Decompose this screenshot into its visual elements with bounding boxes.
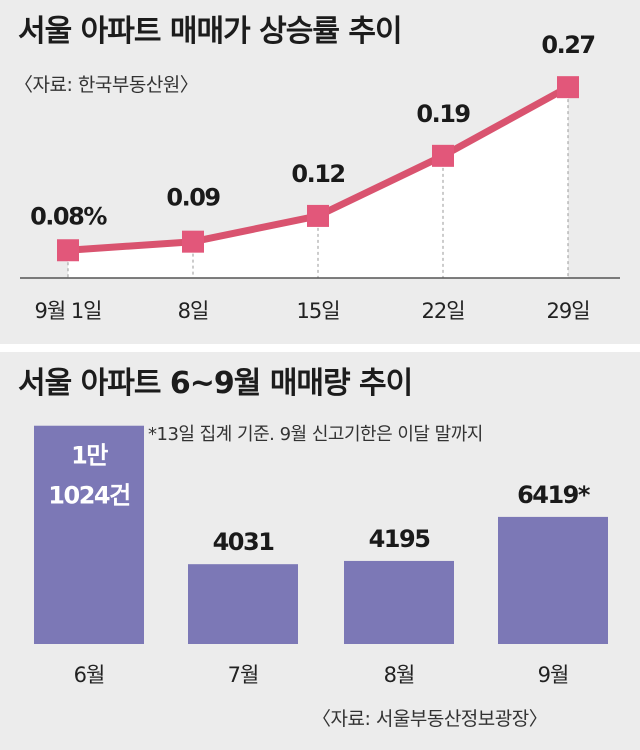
price-x-tick-label: 22일 xyxy=(421,299,464,323)
price-data-label: 0.09 xyxy=(166,184,220,212)
volume-x-tick-label: 8월 xyxy=(384,663,415,687)
volume-x-tick-label: 7월 xyxy=(228,663,259,687)
price-point-marker xyxy=(307,204,329,227)
volume-chart-title: 서울 아파트 6~9월 매매량 추이 xyxy=(18,366,413,401)
price-chart-source: 〈자료: 한국부동산원〉 xyxy=(14,74,199,96)
price-point-marker xyxy=(182,230,204,253)
price-change-panel: 서울 아파트 매매가 상승률 추이 〈자료: 한국부동산원〉 0.08% 0.09… xyxy=(0,0,640,344)
price-x-tick-label: 15일 xyxy=(296,299,339,323)
volume-bar xyxy=(34,425,144,644)
price-x-tick-label: 9월 1일 xyxy=(34,299,101,323)
volume-chart-note: *13일 집계 기준. 9월 신고기한은 이달 말까지 xyxy=(148,424,483,445)
volume-data-label: 4031 xyxy=(213,528,275,556)
price-data-label: 0.19 xyxy=(416,100,470,128)
price-data-label: 0.08% xyxy=(30,202,107,230)
price-data-label: 0.12 xyxy=(291,160,344,188)
volume-chart-source: 〈자료: 서울부동산정보광장〉 xyxy=(312,708,548,730)
volume-bar xyxy=(498,516,608,644)
price-x-tick-label: 29일 xyxy=(546,299,589,323)
volume-bar-chart: 1만 1024건 6월 4031 7월 4195 8월 6419* 9월 xyxy=(34,425,608,687)
volume-data-label: 4195 xyxy=(369,525,431,553)
price-chart-title: 서울 아파트 매매가 상승률 추이 xyxy=(18,14,403,49)
price-data-label: 0.27 xyxy=(541,31,594,59)
volume-data-label: 1만 xyxy=(71,442,108,470)
volume-data-label: 6419* xyxy=(517,481,591,509)
price-point-marker xyxy=(557,76,579,99)
volume-x-tick-label: 9월 xyxy=(538,663,569,687)
volume-data-label: 1024건 xyxy=(48,482,130,510)
price-line-chart: 0.08% 0.09 0.12 0.19 0.27 9월 1일 8일 15일 22일 29일 xyxy=(20,31,620,323)
volume-bar xyxy=(344,560,454,644)
price-x-tick-label: 8일 xyxy=(178,299,209,323)
panel-divider xyxy=(0,344,640,352)
volume-bar xyxy=(188,564,298,644)
price-point-marker xyxy=(432,144,454,167)
price-point-marker xyxy=(57,239,79,262)
volume-x-tick-label: 6월 xyxy=(74,663,105,687)
volume-panel: 서울 아파트 6~9월 매매량 추이 *13일 집계 기준. 9월 신고기한은 … xyxy=(0,352,640,750)
